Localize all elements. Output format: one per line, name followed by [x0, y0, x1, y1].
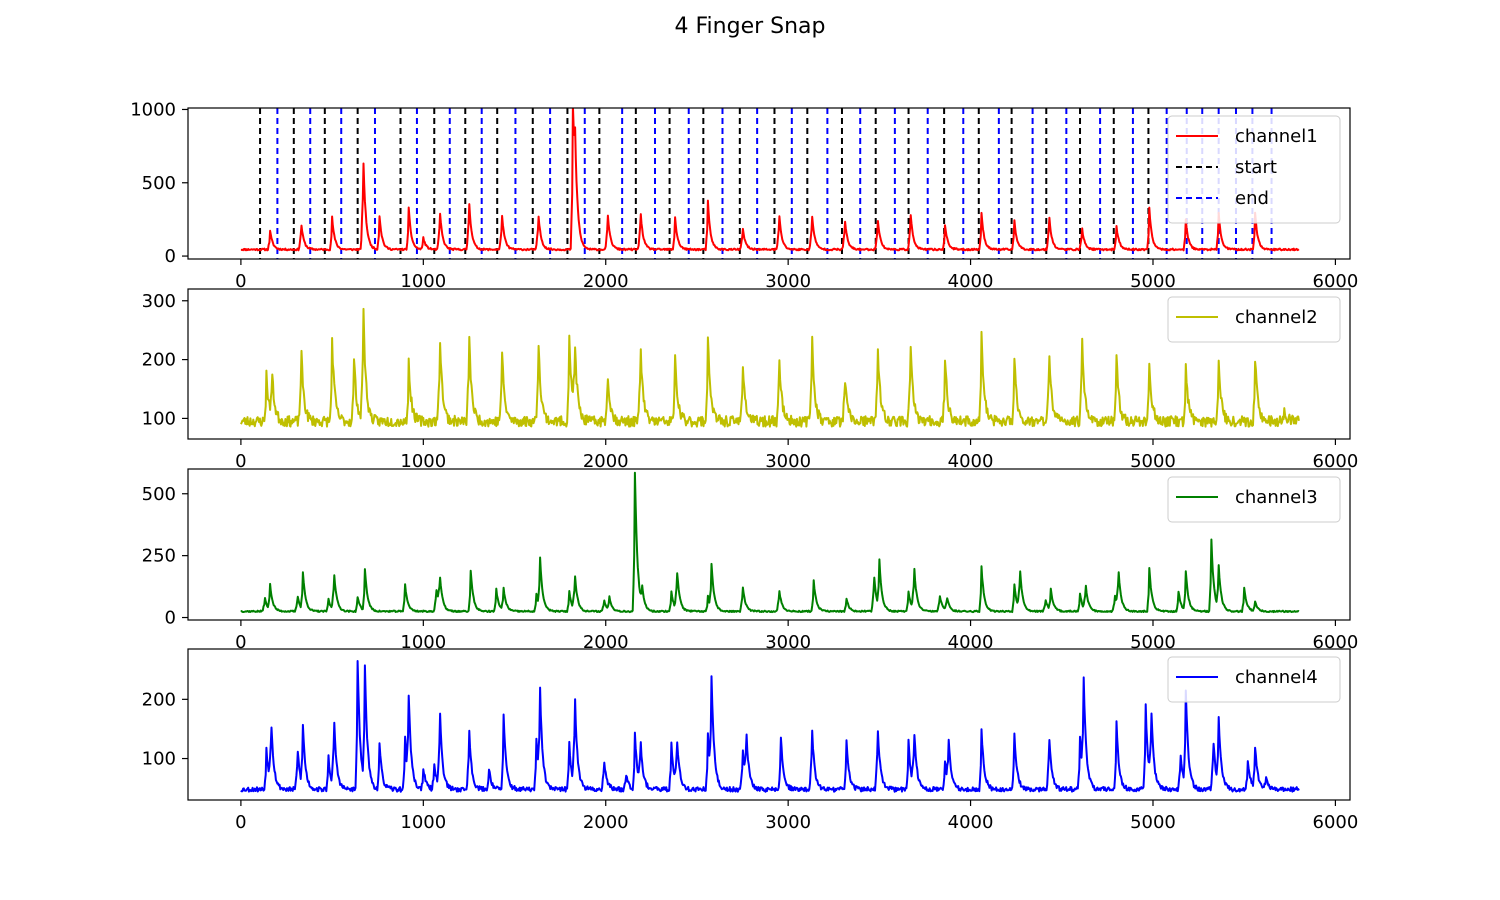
plot-area: [240, 660, 1300, 793]
x-tick-label: 0: [235, 271, 246, 292]
legend-box: [1167, 115, 1341, 224]
x-tick-label: 4000: [948, 632, 994, 653]
x-tick-label: 4000: [948, 451, 994, 472]
plot-area: [240, 108, 1300, 259]
x-tick-label: 2000: [583, 451, 629, 472]
x-tick-label: 5000: [1130, 271, 1176, 292]
y-tick-label: 300: [142, 291, 176, 312]
y-tick-label: 500: [142, 484, 176, 505]
x-tick-label: 6000: [1313, 632, 1359, 653]
legend: channel4: [1167, 656, 1341, 703]
x-tick-label: 5000: [1130, 451, 1176, 472]
x-tick-label: 5000: [1130, 632, 1176, 653]
x-tick-label: 0: [235, 632, 246, 653]
axes-frame: [187, 288, 1351, 440]
y-tick-label: 0: [165, 608, 176, 629]
legend-label-end: end: [1235, 188, 1269, 209]
x-tick-label: 6000: [1313, 271, 1359, 292]
x-tick-label: 0: [235, 451, 246, 472]
y-tick-label: 500: [142, 173, 176, 194]
figure-title: 4 Finger Snap: [674, 14, 826, 39]
x-tick-label: 2000: [583, 812, 629, 833]
channel4-line: [240, 660, 1300, 793]
axes-frame: [187, 107, 1351, 260]
x-tick-label: 3000: [765, 271, 811, 292]
legend-box: [1167, 296, 1341, 343]
axes-frame: [187, 648, 1351, 801]
legend-label-channel4: channel4: [1235, 667, 1318, 688]
y-tick-label: 200: [142, 689, 176, 710]
axes-frame: [187, 468, 1351, 621]
legend-label-channel3: channel3: [1235, 487, 1318, 508]
legend: channel1 start end: [1167, 115, 1341, 224]
legend-label-channel1: channel1: [1235, 126, 1318, 147]
channel2-line: [240, 307, 1300, 428]
x-tick-label: 5000: [1130, 812, 1176, 833]
x-tick-label: 1000: [400, 451, 446, 472]
channel1-line: [240, 108, 1300, 252]
x-tick-label: 1000: [400, 632, 446, 653]
x-tick-label: 4000: [948, 271, 994, 292]
x-tick-label: 3000: [765, 451, 811, 472]
x-tick-label: 1000: [400, 812, 446, 833]
x-tick-label: 6000: [1313, 812, 1359, 833]
y-tick-label: 200: [142, 350, 176, 371]
x-tick-label: 2000: [583, 632, 629, 653]
plot-area: [240, 307, 1300, 428]
legend-label-channel2: channel2: [1235, 307, 1318, 328]
channel3-line: [240, 471, 1300, 614]
legend-box: [1167, 656, 1341, 703]
x-tick-label: 3000: [765, 632, 811, 653]
plot-area: [240, 471, 1300, 614]
y-tick-label: 250: [142, 546, 176, 567]
y-tick-label: 1000: [130, 99, 176, 120]
legend-label-start: start: [1235, 157, 1277, 178]
y-tick-label: 100: [142, 408, 176, 429]
x-tick-label: 2000: [583, 271, 629, 292]
legend: channel3: [1167, 476, 1341, 523]
subplot-1: 0 1000 2000 3000 4000 5000 6000 0 500 1000 channel…: [130, 99, 1358, 292]
y-tick-label: 0: [165, 246, 176, 267]
x-tick-label: 0: [235, 812, 246, 833]
subplot-4: 0 1000 2000 3000 4000 5000 6000 100 200 channel4: [142, 648, 1359, 833]
x-tick-label: 1000: [400, 271, 446, 292]
legend-box: [1167, 476, 1341, 523]
legend: channel2: [1167, 296, 1341, 343]
x-tick-label: 3000: [765, 812, 811, 833]
subplot-3: 0 1000 2000 3000 4000 5000 6000 0 250 500 channel3: [142, 468, 1359, 653]
y-tick-label: 100: [142, 749, 176, 770]
subplot-2: 0 1000 2000 3000 4000 5000 6000 100 200 300 channe…: [142, 288, 1359, 472]
x-tick-label: 4000: [948, 812, 994, 833]
x-tick-label: 6000: [1313, 451, 1359, 472]
